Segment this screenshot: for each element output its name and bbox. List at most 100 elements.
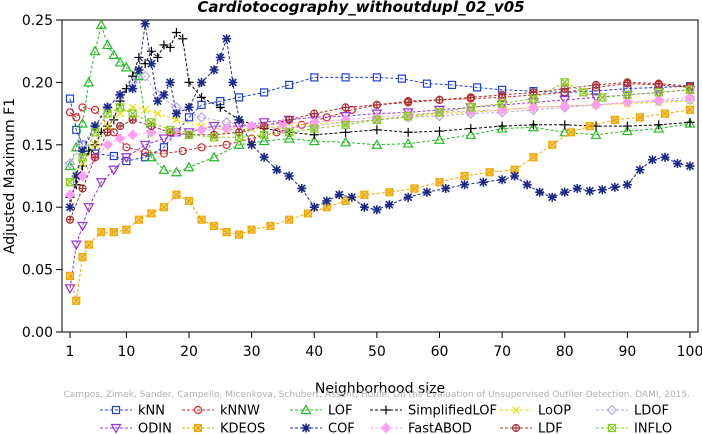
data-point <box>402 137 414 148</box>
data-point <box>284 128 295 137</box>
data-point <box>72 125 81 134</box>
legend-label: LOF <box>328 404 353 419</box>
data-point <box>228 77 238 87</box>
data-point <box>334 190 344 200</box>
data-point <box>139 70 151 82</box>
x-tick-label: 40 <box>305 344 323 360</box>
data-point <box>547 192 557 202</box>
data-point <box>527 121 539 132</box>
data-point <box>371 115 382 124</box>
x-tick-label: 10 <box>117 344 135 360</box>
legend-marker <box>511 423 521 433</box>
data-point <box>171 27 181 37</box>
data-point <box>196 111 207 123</box>
data-point <box>102 109 113 118</box>
data-point <box>434 108 445 117</box>
data-point <box>234 115 244 125</box>
data-point <box>109 151 118 161</box>
data-point <box>497 121 507 131</box>
data-point <box>170 166 182 177</box>
data-point <box>70 240 82 251</box>
y-tick-label: 0.10 <box>22 200 53 216</box>
data-point <box>147 209 156 218</box>
legend-item: COF <box>290 422 355 434</box>
data-point <box>72 296 81 305</box>
data-point <box>65 271 75 280</box>
data-point <box>472 83 482 92</box>
data-point <box>590 99 602 111</box>
legend-marker <box>111 405 121 415</box>
data-point <box>109 228 118 237</box>
data-point <box>422 79 432 88</box>
data-point <box>83 203 95 213</box>
legend-label: ODIN <box>138 422 172 434</box>
data-point <box>222 140 231 149</box>
data-point <box>308 135 320 146</box>
data-point <box>341 103 350 112</box>
data-point <box>590 129 602 139</box>
data-point <box>120 61 132 72</box>
data-point <box>233 139 245 149</box>
data-point <box>76 221 89 232</box>
data-point <box>215 102 225 112</box>
data-point <box>78 146 88 156</box>
data-point <box>397 74 407 83</box>
legend: kNN kNNW LOF SimplifiedLOF LoOP LDOF ODIN KDEOS… <box>100 404 672 434</box>
series-layer <box>64 19 696 305</box>
data-point <box>127 129 138 141</box>
legend-label: KDEOS <box>220 422 265 434</box>
data-point <box>258 135 270 146</box>
data-point <box>466 93 475 102</box>
legend-label: INFLO <box>634 422 672 434</box>
data-point <box>591 80 601 89</box>
data-point <box>498 90 507 99</box>
data-point <box>122 143 131 152</box>
data-point <box>360 190 369 199</box>
data-point <box>309 202 319 212</box>
data-point <box>372 73 381 82</box>
data-point <box>65 178 75 187</box>
data-point <box>585 121 594 131</box>
data-point <box>434 126 444 136</box>
y-tick-label: 0.00 <box>22 325 53 341</box>
data-point <box>684 92 696 103</box>
data-point <box>260 88 269 97</box>
data-point <box>108 165 120 176</box>
legend-marker <box>606 404 618 416</box>
data-point <box>341 127 351 137</box>
data-point <box>90 128 100 137</box>
legend-item: INFLO <box>596 422 672 434</box>
data-point <box>208 151 220 162</box>
y-tick-label: 0.15 <box>22 138 53 154</box>
data-point <box>597 93 608 102</box>
data-point <box>65 202 75 212</box>
data-point <box>260 121 269 131</box>
data-point <box>159 90 169 100</box>
data-point <box>297 183 307 193</box>
data-point <box>560 120 570 130</box>
data-point <box>272 165 282 175</box>
data-point <box>478 177 488 187</box>
data-point <box>146 118 157 127</box>
data-point <box>672 159 682 169</box>
x-tick-label: 60 <box>431 344 449 360</box>
legend-item: LDF <box>500 422 563 434</box>
series-line <box>69 75 691 164</box>
data-point <box>208 121 220 132</box>
data-point <box>78 253 87 262</box>
data-point <box>285 80 294 89</box>
data-point <box>91 140 99 149</box>
data-point <box>165 125 176 134</box>
data-point <box>159 40 169 50</box>
data-point <box>197 92 207 102</box>
data-point <box>559 100 571 112</box>
legend-marker <box>193 423 203 433</box>
data-point <box>159 203 169 212</box>
data-point <box>622 121 632 131</box>
credit-text: Campos, Zimek, Sander, Campello, Micenko… <box>64 390 691 400</box>
data-point <box>371 109 383 120</box>
legend-label: SimplifiedLOF <box>408 404 497 419</box>
data-point <box>283 132 295 143</box>
data-point <box>65 108 75 117</box>
data-point <box>102 39 114 50</box>
